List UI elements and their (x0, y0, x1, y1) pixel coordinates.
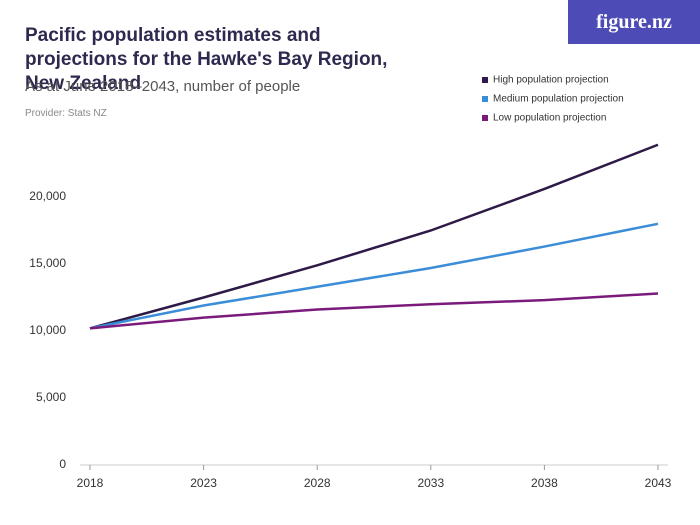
line-series (89, 292, 659, 330)
legend-label: High population projection (493, 75, 609, 86)
y-tick-label: 20,000 (29, 189, 66, 203)
y-tick-label: 15,000 (29, 256, 66, 270)
x-tick-label: 2023 (190, 476, 217, 490)
legend-swatch (482, 115, 488, 121)
line-series (89, 143, 659, 330)
x-tick-label: 2043 (645, 476, 672, 490)
x-tick-label: 2028 (304, 476, 331, 490)
x-tick-label: 2033 (417, 476, 444, 490)
chart-title: Pacific population estimates and project… (25, 25, 388, 94)
x-tick-label: 2038 (531, 476, 558, 490)
chart-subtitle: As at June 2018–2043, number of people (25, 78, 301, 95)
legend-label: Low population projection (493, 113, 606, 124)
legend-swatch (482, 96, 488, 102)
y-tick-label: 0 (59, 457, 66, 471)
legend-swatch (482, 77, 488, 83)
brand-logo[interactable]: figure.nz (568, 0, 700, 44)
legend-label: Medium population projection (493, 94, 624, 105)
y-tick-label: 5,000 (36, 390, 66, 404)
x-tick-label: 2018 (77, 476, 104, 490)
line-series (89, 222, 659, 330)
y-tick-label: 10,000 (29, 323, 66, 337)
source: Provider: Stats NZ (25, 108, 107, 119)
